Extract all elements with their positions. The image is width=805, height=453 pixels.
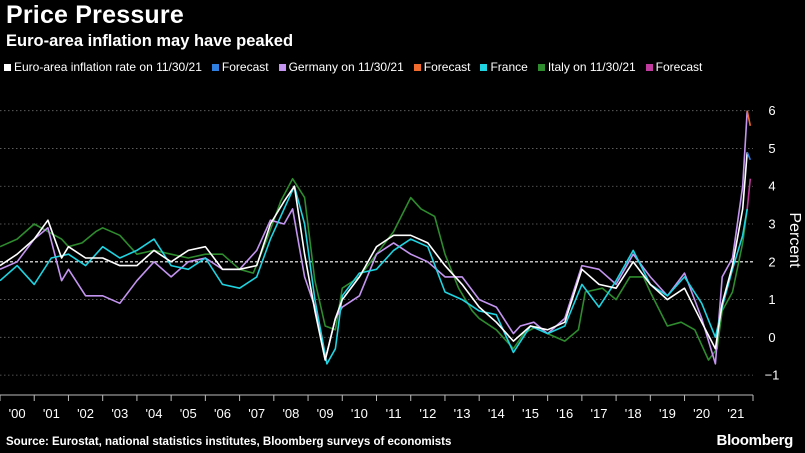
legend-item-france: France (480, 60, 528, 74)
y-tick-label: 1 (768, 292, 775, 307)
legend-item-germany: Germany on 11/30/21 (278, 60, 404, 74)
grid-layer (0, 110, 753, 376)
bloomberg-logo: Bloomberg (716, 432, 794, 449)
x-tick-label: '06 (214, 406, 231, 421)
y-tick-label: 2 (768, 254, 775, 269)
legend-swatch (480, 63, 488, 71)
legend-swatch (413, 63, 421, 71)
x-tick-label: '07 (248, 406, 265, 421)
y-tick-label: −1 (765, 368, 780, 383)
series-layer (0, 110, 752, 365)
x-tick-label: '01 (43, 406, 60, 421)
legend-label: Forecast (221, 60, 269, 74)
x-tick-label: '00 (9, 406, 26, 421)
legend-swatch (537, 63, 545, 71)
y-axis-label: Percent (786, 212, 803, 268)
series-line-euro-area-inflation-rate-on-11-30-21 (0, 152, 748, 361)
x-tick-label: '05 (180, 406, 197, 421)
legend-item-euro-area: Euro-area inflation rate on 11/30/21 (4, 60, 202, 74)
series-line-forecast-euro-area (746, 151, 752, 161)
legend-label: Euro-area inflation rate on 11/30/21 (14, 60, 202, 74)
legend-label: Forecast (423, 60, 471, 74)
y-tick-label: 4 (768, 179, 775, 194)
legend-swatch (645, 63, 653, 71)
legend-swatch (278, 63, 286, 71)
legend-item-italy-forecast: Forecast (645, 60, 703, 74)
source-note: Source: Eurostat, national statistics in… (6, 436, 452, 448)
series-line-forecast-germany (746, 110, 752, 126)
series-line-france (0, 185, 748, 365)
x-tick-label: '12 (419, 406, 436, 421)
x-tick-label: '14 (488, 406, 505, 421)
x-tick-label: '17 (591, 406, 608, 421)
legend-label: Italy on 11/30/21 (547, 60, 636, 74)
legend-swatch (4, 63, 11, 71)
legend-item-italy: Italy on 11/30/21 (537, 60, 636, 74)
legend-item-euro-forecast: Forecast (211, 60, 269, 74)
legend-swatch (211, 63, 219, 71)
chart-title: Price Pressure (6, 1, 184, 29)
x-tick-label: '11 (386, 406, 402, 421)
series-line-forecast-italy (746, 178, 752, 209)
x-tick-label: '03 (111, 406, 128, 421)
x-tick-label: '15 (522, 406, 539, 421)
legend: Euro-area inflation rate on 11/30/21 For… (4, 60, 712, 74)
y-tick-label: 3 (768, 217, 775, 232)
y-tick-label: 0 (768, 330, 775, 345)
chart-subtitle: Euro-area inflation may have peaked (6, 32, 294, 50)
axis-layer: −1 0 1 2 3 4 5 6 '00 '01 '02 '03 '04 '05 '06 '07 '08 '09 '… (0, 103, 779, 421)
x-tick-label: '19 (659, 406, 676, 421)
x-tick-label: '04 (146, 406, 163, 421)
x-tick-label: '09 (317, 406, 334, 421)
x-tick-label: '08 (282, 406, 299, 421)
y-tick-label: 5 (768, 141, 775, 156)
x-tick-label: '18 (625, 406, 642, 421)
legend-label: Germany on 11/30/21 (288, 60, 404, 74)
x-tick-label: '10 (351, 406, 368, 421)
legend-label: Forecast (655, 60, 703, 74)
series-line-italy-on-11-30-21 (0, 177, 748, 361)
legend-item-germany-forecast: Forecast (413, 60, 471, 74)
legend-label: France (490, 60, 528, 74)
y-tick-label: 6 (768, 103, 775, 118)
x-tick-label: '02 (77, 406, 94, 421)
series-line-germany-on-11-30-21 (0, 110, 748, 365)
x-tick-label: '21 (727, 406, 744, 421)
x-tick-label: '13 (454, 406, 471, 421)
x-tick-label: '20 (693, 406, 710, 421)
x-tick-label: '16 (556, 406, 573, 421)
